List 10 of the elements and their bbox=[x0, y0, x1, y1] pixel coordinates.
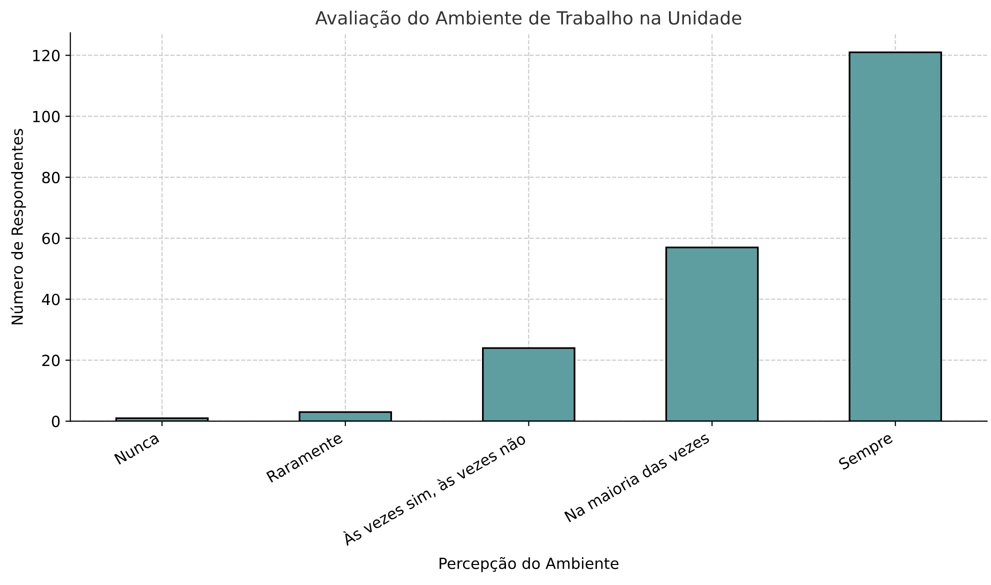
y-tick-label: 100 bbox=[33, 110, 60, 122]
y-tick-label: 0 bbox=[52, 416, 60, 428]
chart-title: Avaliação do Ambiente de Trabalho na Unidade bbox=[315, 10, 742, 28]
y-tick-label: 40 bbox=[42, 294, 60, 306]
y-tick-label: 20 bbox=[42, 354, 60, 366]
x-axis-title: Percepção do Ambiente bbox=[440, 557, 618, 572]
y-tick-label: 60 bbox=[42, 232, 60, 244]
y-axis-title: Número de Respondentes bbox=[10, 128, 26, 324]
y-tick-label: 120 bbox=[33, 50, 60, 62]
y-tick-label: 80 bbox=[42, 172, 60, 184]
